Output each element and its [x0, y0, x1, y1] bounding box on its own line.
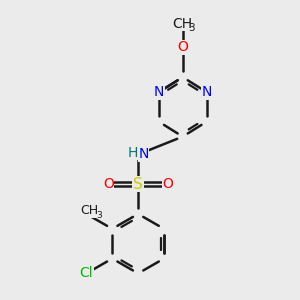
- Text: 3: 3: [96, 211, 102, 220]
- Text: O: O: [103, 177, 114, 191]
- Text: H: H: [128, 146, 138, 160]
- Text: N: N: [201, 85, 212, 99]
- Text: O: O: [177, 40, 188, 54]
- Text: CH: CH: [173, 16, 193, 31]
- Text: CH: CH: [80, 205, 98, 218]
- Text: S: S: [133, 177, 143, 192]
- Text: 3: 3: [188, 23, 194, 33]
- Text: Cl: Cl: [80, 266, 93, 280]
- Text: N: N: [154, 85, 164, 99]
- Text: N: N: [138, 148, 148, 161]
- Text: O: O: [162, 177, 173, 191]
